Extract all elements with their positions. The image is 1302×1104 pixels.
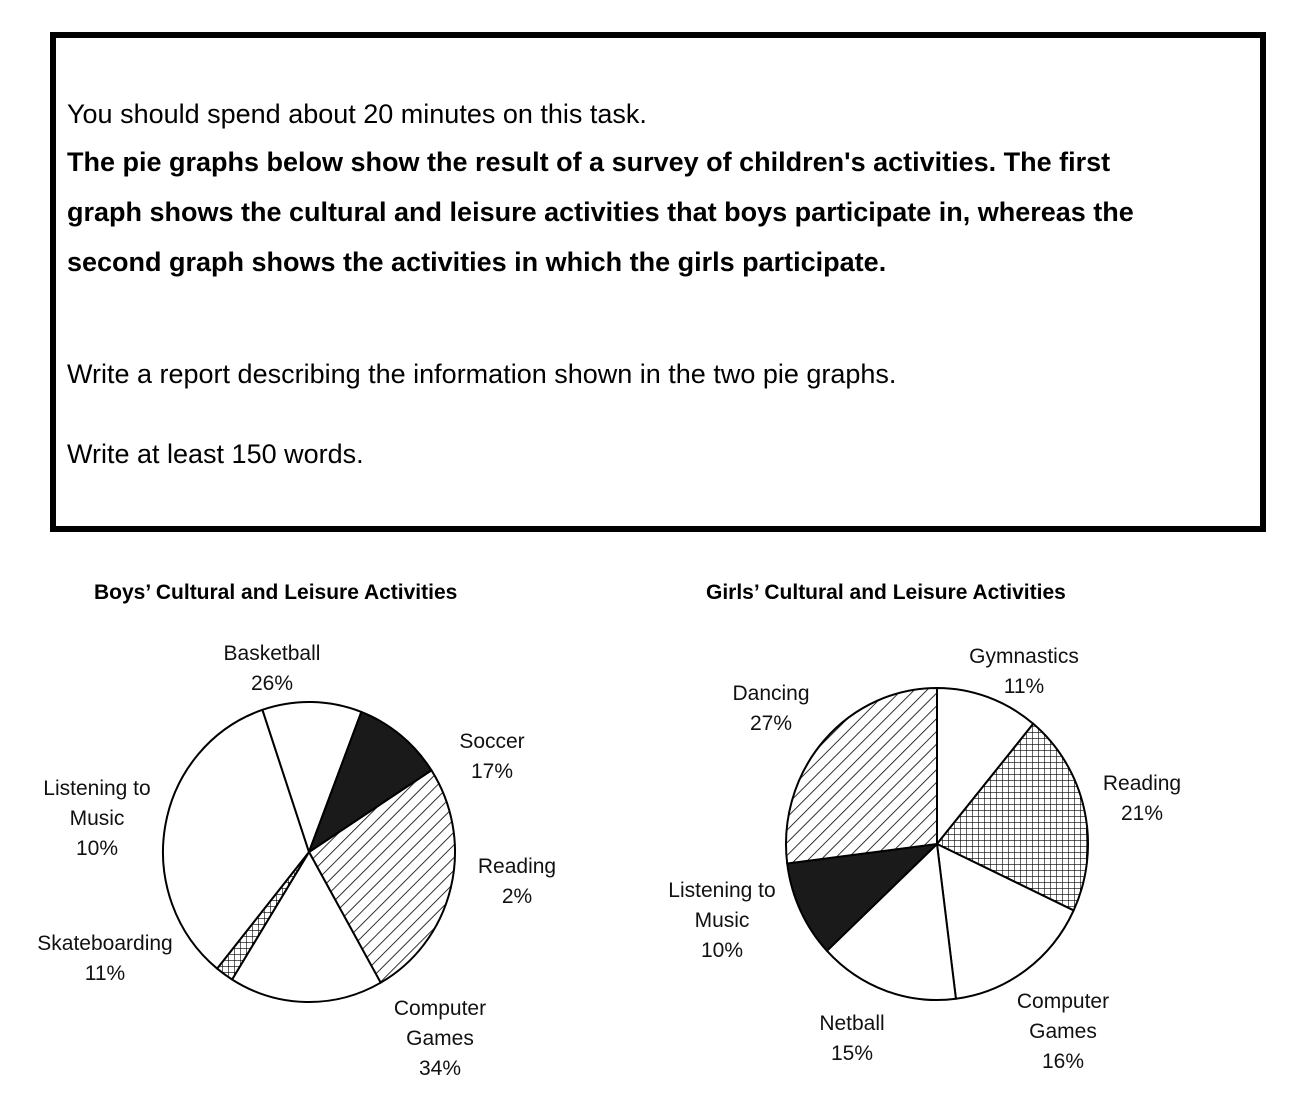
slice-label: Gymnastics 11% <box>969 645 1079 698</box>
slice-label: Reading 2% <box>478 855 556 908</box>
slice-label: Basketball 26% <box>224 642 321 695</box>
task-box <box>50 32 1266 532</box>
pie-slice-listening-to-music <box>308 710 433 853</box>
slice-label: Computer Games 16% <box>1017 990 1109 1073</box>
slice-label: Computer Games 34% <box>394 997 486 1080</box>
pie-slice-gymnastics <box>936 687 1035 845</box>
slice-label: Soccer 17% <box>459 730 524 783</box>
boys-chart-title: Boys’ Cultural and Leisure Activities <box>94 581 458 604</box>
pie-slice-skateboarding <box>261 701 363 853</box>
pie-slice-computer-games <box>162 708 310 970</box>
time-note: You should spend about 20 minutes on thi… <box>67 99 647 129</box>
pie-slice-listening-to-music <box>786 843 938 952</box>
slice-label: Reading 21% <box>1103 772 1181 825</box>
slice-label: Skateboarding 11% <box>37 932 172 985</box>
pie-slice-computer-games <box>936 843 1075 1000</box>
pie-slice-basketball <box>308 769 456 984</box>
pie-slice-netball <box>825 843 957 1001</box>
girls-chart-title: Girls’ Cultural and Leisure Activities <box>706 581 1066 604</box>
word-limit: Write at least 150 words. <box>67 439 364 469</box>
slice-label: Listening to Music 10% <box>668 879 775 962</box>
slice-label: Dancing 27% <box>732 682 809 735</box>
slice-label: Listening to Music 10% <box>43 777 150 860</box>
task-prompt: The pie graphs below show the result of … <box>67 147 1134 277</box>
boys-pie: Basketball 26% Soccer 17% Reading 2% Computer G… <box>37 642 556 1080</box>
pie-slice-reading <box>936 722 1089 912</box>
pie-slice-soccer <box>231 851 382 1003</box>
pie-slice-dancing <box>785 687 938 865</box>
task-instruction: Write a report describing the informatio… <box>67 359 897 389</box>
girls-pie: Gymnastics 11% Reading 21% Computer Games 16% N… <box>668 645 1181 1073</box>
slice-label: Netball 15% <box>819 1012 884 1065</box>
